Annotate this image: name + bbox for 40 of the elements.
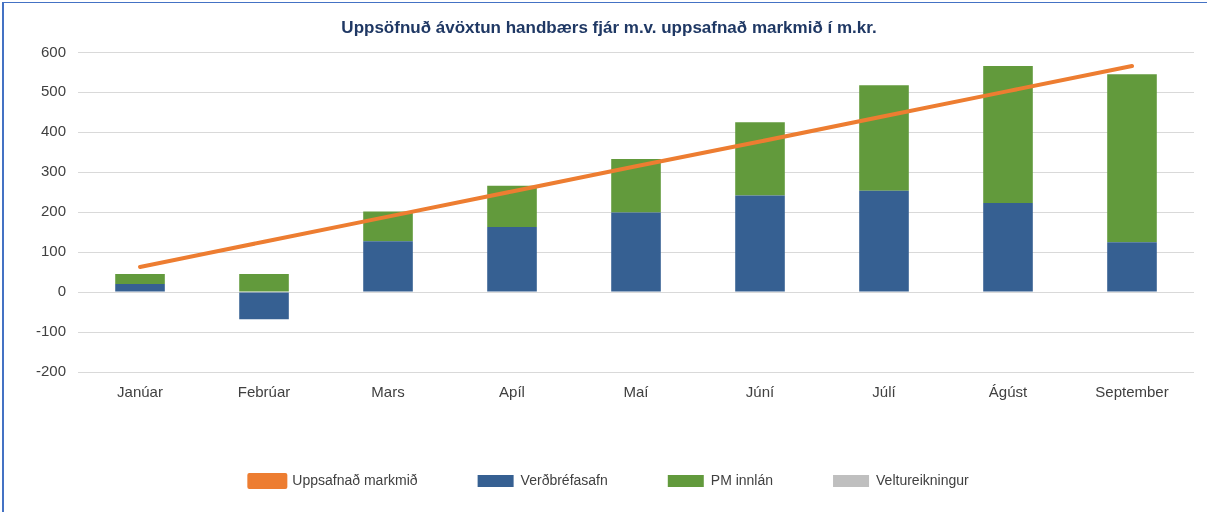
y-tick-label: 0 bbox=[57, 282, 67, 300]
x-tick-label: Janúar bbox=[117, 383, 163, 401]
x-tick-label: Maí bbox=[623, 383, 650, 401]
bar bbox=[735, 195, 785, 292]
x-tick-label: Júní bbox=[745, 383, 776, 401]
legend-label: Verðbréfasafn bbox=[520, 471, 608, 488]
bar bbox=[1107, 74, 1157, 243]
bar bbox=[859, 190, 909, 292]
bar bbox=[1107, 242, 1157, 292]
bar bbox=[487, 185, 537, 227]
x-tick-label: Apíl bbox=[499, 383, 525, 401]
x-tick-label: Júlí bbox=[872, 383, 897, 401]
bar bbox=[115, 284, 165, 292]
y-tick-label: 200 bbox=[40, 202, 67, 220]
bar bbox=[363, 241, 413, 292]
x-tick-label: Mars bbox=[371, 383, 405, 401]
x-tick-label: Febrúar bbox=[237, 383, 291, 401]
bar bbox=[239, 292, 289, 320]
bar bbox=[487, 226, 537, 292]
y-tick-label: 500 bbox=[40, 82, 67, 100]
bar bbox=[611, 212, 661, 292]
bar bbox=[859, 85, 909, 191]
bar bbox=[983, 65, 1033, 204]
chart-title: Uppsöfnuð ávöxtun handbærs fjár m.v. uppsafnað markmið í m.kr. bbox=[341, 17, 877, 37]
bar bbox=[239, 274, 289, 292]
y-tick-label: 100 bbox=[40, 242, 67, 260]
bar bbox=[735, 122, 785, 196]
legend-label: Veltureikningur bbox=[876, 471, 969, 488]
legend-label: Uppsafnað markmið bbox=[292, 471, 418, 488]
bar bbox=[983, 203, 1033, 292]
y-tick-label: 300 bbox=[40, 162, 67, 180]
y-tick-label: 400 bbox=[40, 122, 67, 140]
y-tick-label: -200 bbox=[35, 362, 67, 380]
x-tick-label: September bbox=[1095, 383, 1169, 401]
bar bbox=[611, 159, 661, 213]
y-tick-label: -100 bbox=[35, 322, 67, 340]
x-tick-label: Ágúst bbox=[988, 383, 1029, 401]
legend-label: PM innlán bbox=[710, 471, 774, 488]
bar bbox=[115, 274, 165, 285]
y-tick-label: 600 bbox=[40, 42, 67, 60]
